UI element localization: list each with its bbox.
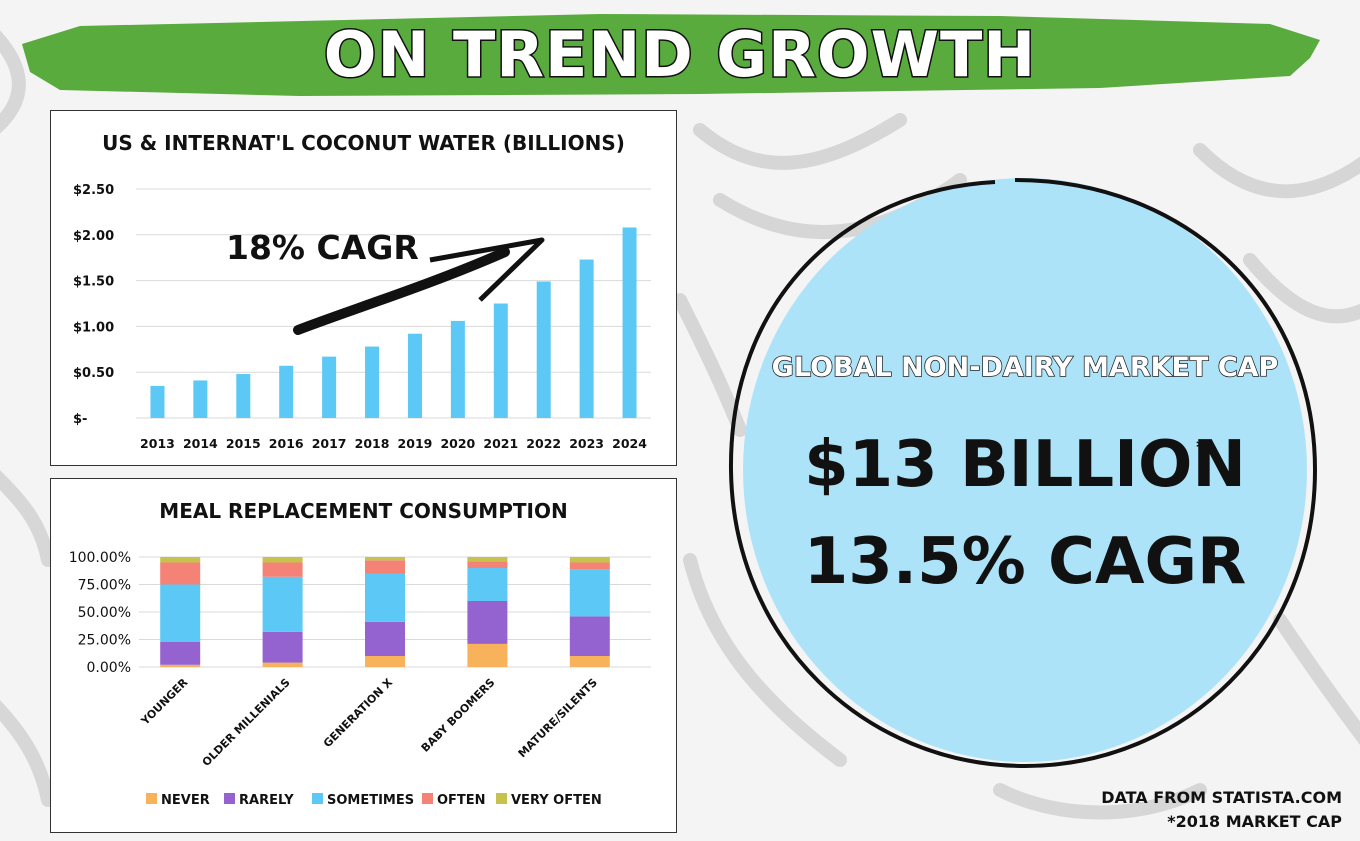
segment-sometimes — [569, 569, 610, 617]
segment-sometimes — [160, 584, 201, 642]
segment-sometimes — [467, 568, 508, 601]
coconut-chart-title: US & INTERNAT'L COCONUT WATER (BILLIONS) — [51, 131, 676, 155]
segment-very-often — [160, 557, 201, 563]
x-tick-label: BABY BOOMERS — [419, 676, 498, 755]
segment-sometimes — [365, 573, 405, 622]
x-tick-label: MATURE/SILENTS — [516, 676, 600, 760]
segment-often — [262, 562, 303, 577]
title-banner — [22, 14, 1320, 96]
nondairy-asterisk: * — [1196, 437, 1206, 458]
segment-very-often — [365, 557, 405, 561]
x-tick-label: 2022 — [526, 436, 561, 451]
legend-label: NEVER — [161, 793, 210, 808]
legend-label: OFTEN — [437, 793, 486, 808]
x-tick-label: 2015 — [226, 436, 261, 451]
bar-2021 — [493, 303, 508, 418]
y-tick-label: $- — [73, 412, 87, 427]
segment-never — [467, 643, 508, 667]
bar-2015 — [236, 374, 251, 418]
nondairy-label: GLOBAL NON-DAIRY MARKET CAP — [771, 351, 1279, 384]
segment-never — [160, 664, 201, 667]
segment-often — [160, 562, 201, 585]
legend-label: RARELY — [239, 793, 294, 808]
bar-2023 — [579, 259, 594, 418]
legend-swatch — [496, 793, 507, 804]
bar-2018 — [365, 346, 380, 418]
segment-often — [569, 562, 610, 570]
y-tick-label: 0.00% — [87, 660, 131, 676]
bar-2014 — [193, 380, 208, 418]
x-tick-label: 2013 — [140, 436, 175, 451]
x-tick-label: 2014 — [183, 436, 218, 451]
x-tick-label: 2020 — [440, 436, 475, 451]
bar-2013 — [150, 385, 165, 418]
x-tick-label: 2024 — [612, 436, 647, 451]
segment-never — [569, 656, 610, 667]
y-tick-label: $2.50 — [73, 183, 114, 198]
bar-2017 — [322, 356, 337, 418]
meal-replacement-chart-panel: MEAL REPLACEMENT CONSUMPTION 0.00% 25.00%… — [50, 478, 677, 833]
segment-rarely — [262, 631, 303, 663]
coconut-cagr-annotation: 18% CAGR — [226, 228, 419, 267]
segment-often — [467, 561, 508, 568]
x-tick-label: 2021 — [483, 436, 518, 451]
market-cap-footnote: *2018 MARKET CAP — [1167, 812, 1342, 831]
bar-2020 — [450, 320, 465, 418]
meal-replacement-chart: 0.00% 25.00% 50.00% 75.00% 100.00% YOUNGER OLD… — [69, 550, 651, 808]
y-tick-label: $2.00 — [73, 229, 114, 244]
segment-rarely — [365, 621, 405, 656]
segment-sometimes — [262, 576, 303, 632]
x-tick-label: YOUNGER — [138, 676, 191, 729]
coconut-chart-title-text: US & INTERNAT'L COCONUT WATER (BILLIONS) — [102, 131, 625, 155]
segment-often — [365, 560, 405, 574]
bar-2016 — [279, 365, 294, 418]
y-tick-label: 100.00% — [69, 550, 131, 566]
source-footnote: DATA FROM STATISTA.COM — [1101, 788, 1342, 807]
x-tick-label: 2019 — [398, 436, 433, 451]
bar-2019 — [407, 333, 422, 418]
segment-very-often — [569, 557, 610, 563]
legend-swatch — [422, 793, 433, 804]
coconut-water-chart: $- $0.50 $1.00 $1.50 $2.00 $2.50 2013 2014 2015 2… — [73, 183, 651, 451]
x-tick-label: 2018 — [355, 436, 390, 451]
meal-chart-title: MEAL REPLACEMENT CONSUMPTION — [159, 499, 568, 523]
segment-rarely — [569, 616, 610, 656]
x-tick-label: GENERATION X — [321, 676, 396, 751]
x-tick-label: 2023 — [569, 436, 604, 451]
legend-swatch — [312, 793, 323, 804]
x-tick-label: 2016 — [269, 436, 304, 451]
segment-never — [262, 662, 303, 667]
nondairy-cagr: 13.5% CAGR — [803, 525, 1247, 599]
y-tick-label: 75.00% — [78, 578, 131, 594]
bar-2022 — [536, 281, 551, 418]
y-tick-label: $1.50 — [73, 275, 114, 290]
y-tick-label: 50.00% — [78, 605, 131, 621]
legend-swatch — [224, 793, 235, 804]
y-tick-label: $1.00 — [73, 320, 114, 335]
x-tick-label: 2017 — [312, 436, 347, 451]
legend-label: SOMETIMES — [327, 793, 414, 808]
nondairy-circle — [728, 178, 1318, 769]
coconut-water-chart-panel: US & INTERNAT'L COCONUT WATER (BILLIONS)… — [50, 110, 677, 466]
trend-arrow-icon — [293, 237, 545, 335]
segment-rarely — [160, 641, 201, 665]
segment-never — [365, 656, 405, 667]
bar-2024 — [622, 227, 637, 418]
y-tick-label: 25.00% — [78, 633, 131, 649]
segment-rarely — [467, 601, 508, 644]
nondairy-value: $13 BILLION — [804, 428, 1246, 502]
segment-very-often — [262, 557, 303, 563]
legend-label: VERY OFTEN — [511, 793, 602, 808]
x-tick-label: OLDER MILLENIALS — [200, 676, 293, 769]
segment-very-often — [467, 557, 508, 562]
y-tick-label: $0.50 — [73, 366, 114, 381]
page-title: ON TREND GROWTH — [322, 17, 1037, 93]
legend-swatch — [146, 793, 157, 804]
